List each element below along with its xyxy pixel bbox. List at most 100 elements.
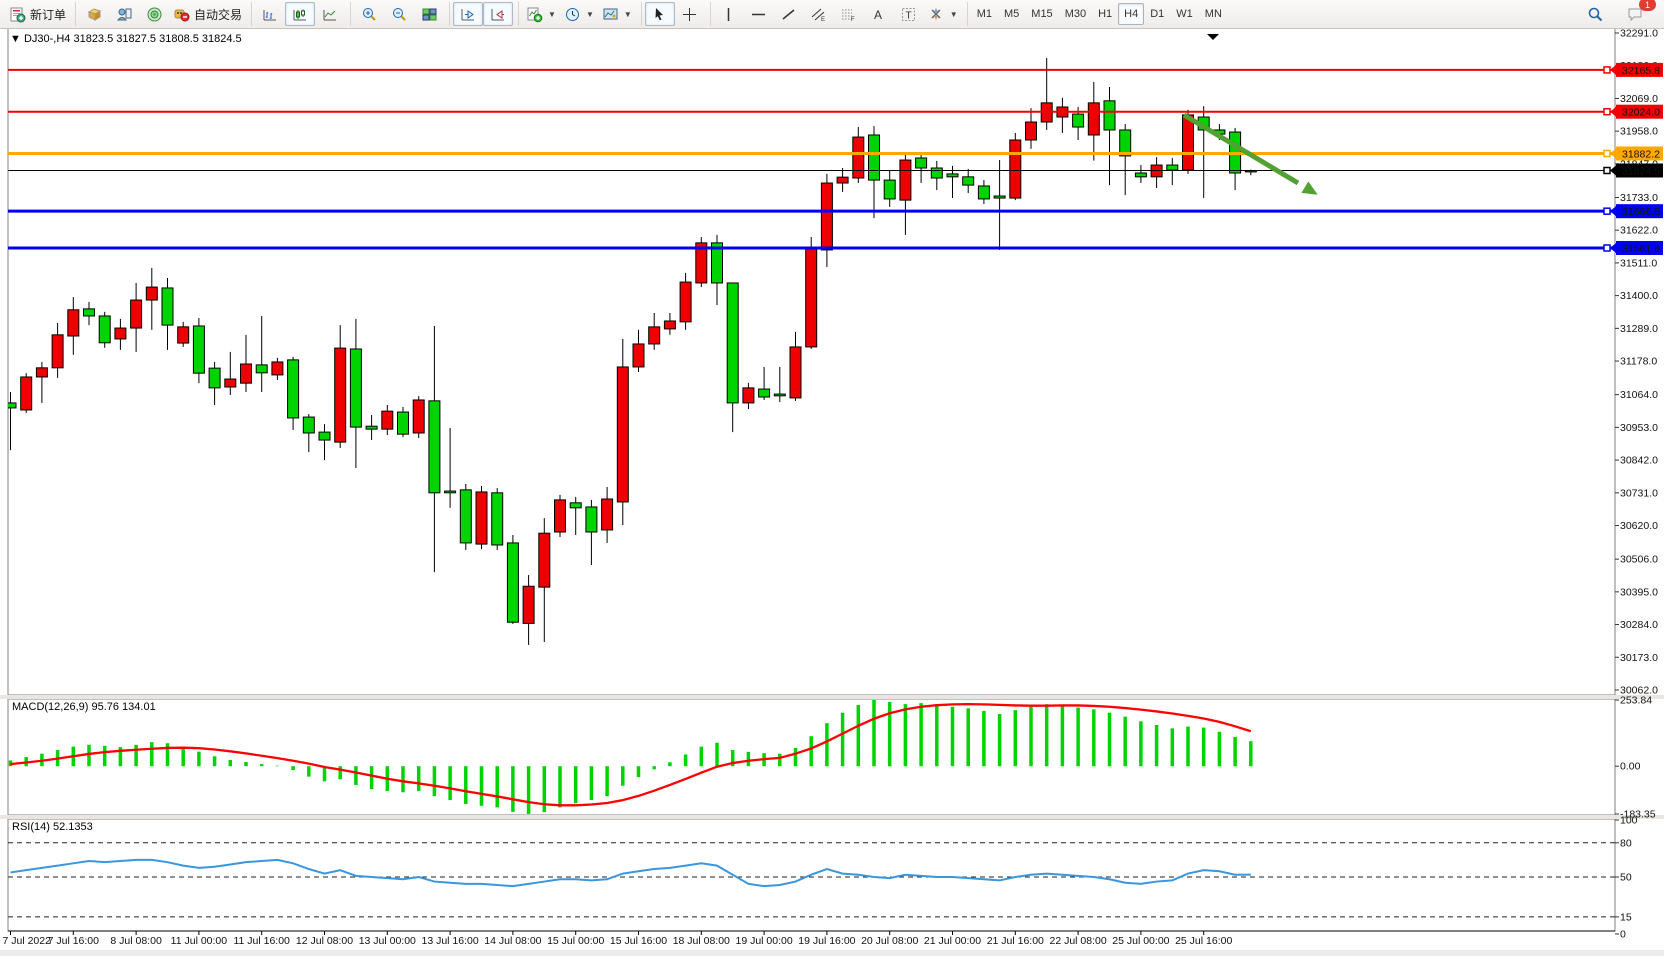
candle-body-up (334, 347, 347, 443)
trend-arrow-head[interactable] (1301, 181, 1318, 195)
price-panel[interactable] (7, 27, 1616, 696)
line-handle[interactable] (1603, 207, 1611, 215)
price-badge-arrow (1610, 242, 1616, 253)
timeframe-d1[interactable]: D1 (1150, 8, 1165, 20)
profiles-icon (116, 8, 132, 20)
bar-chart-button[interactable] (255, 2, 285, 26)
line-handle[interactable] (1603, 166, 1611, 175)
line-handle[interactable] (1603, 107, 1611, 116)
periods-button[interactable]: ▼ (560, 2, 598, 26)
toolbar-group-insert: ▼ ▼ ▼ (518, 2, 639, 26)
chevron-down-icon[interactable]: ▼ (585, 9, 594, 19)
candle-body-down (83, 308, 95, 317)
price-tick-label: 32069.0 (1620, 93, 1658, 105)
candle-body-up (601, 498, 614, 531)
panel-splitter[interactable] (0, 815, 1664, 819)
depth-of-market-button[interactable] (79, 2, 109, 26)
line-chart-button[interactable] (315, 2, 345, 26)
template-icon (603, 8, 618, 19)
candle-body-down (8, 402, 17, 409)
date-label: 15 Jul 00:00 (547, 935, 604, 947)
candle-body-down (161, 287, 174, 326)
textT-icon: T (902, 7, 916, 21)
line-handle[interactable] (1603, 149, 1611, 158)
date-label: 21 Jul 16:00 (987, 935, 1044, 947)
equidistant-channel-button[interactable]: E (804, 2, 834, 26)
candle-body-down (1103, 100, 1116, 131)
text-label-button[interactable]: T (894, 2, 924, 26)
channel-icon: E (811, 8, 825, 23)
candle-body-down (444, 490, 457, 494)
candle-body-up (67, 309, 80, 337)
trendline-button[interactable] (774, 2, 804, 26)
price-badge-arrow (1610, 148, 1616, 159)
candle-body-down (868, 134, 880, 181)
line-handle[interactable] (1603, 244, 1611, 252)
candle-body-up (51, 334, 64, 369)
indicators-button[interactable]: ▼ (522, 2, 560, 26)
chart-shift-button[interactable] (483, 2, 514, 26)
candlestick-chart-button[interactable] (285, 2, 316, 26)
candle-body-down (365, 425, 378, 430)
candle-body-up (538, 532, 551, 588)
cursor-button[interactable] (644, 2, 675, 26)
date-label: 8 Jul 08:00 (110, 935, 162, 947)
auto-trading-button[interactable]: 自动交易 (169, 2, 246, 26)
price-chart[interactable]: 32291.032180.032069.031958.031847.031733… (0, 27, 1664, 956)
date-label: 7 Jul 2022 (3, 935, 52, 947)
signals-button[interactable] (139, 2, 169, 26)
timeframe-m30[interactable]: M30 (1064, 8, 1087, 20)
chart-shift-marker[interactable] (1207, 34, 1219, 40)
tile-windows-button[interactable] (414, 2, 444, 26)
shapes-button[interactable]: ▼ (924, 2, 962, 26)
fibonacci-button[interactable]: F (834, 2, 864, 26)
neworder-icon (10, 7, 26, 22)
timeframe-w1[interactable]: W1 (1176, 8, 1193, 20)
panel-splitter[interactable] (0, 695, 1664, 699)
timeframe-mn[interactable]: MN (1204, 8, 1222, 20)
candle-body-down (428, 400, 441, 494)
timeframe-h4[interactable]: H4 (1118, 3, 1145, 25)
crosshair-button[interactable] (675, 2, 705, 26)
notifications-button[interactable]: 1 (1620, 0, 1656, 26)
candle-body-down (208, 367, 221, 389)
rsi-tick-label: 15 (1620, 911, 1632, 923)
horizontal-line-button[interactable] (744, 2, 774, 26)
vertical-line-button[interactable] (714, 2, 744, 26)
candle-body-down (915, 157, 928, 169)
price-tick-label: 31400.0 (1620, 290, 1658, 302)
chevron-down-icon[interactable]: ▼ (949, 9, 958, 19)
candle-body-down (946, 173, 959, 178)
search-icon (1588, 7, 1602, 21)
candle-body-up (805, 248, 818, 348)
chevron-down-icon[interactable]: ▼ (548, 9, 556, 19)
price-badge-arrow (1610, 106, 1616, 117)
timeframe-h1[interactable]: H1 (1098, 8, 1113, 20)
goldbox-icon (87, 7, 101, 21)
bottom-edge (0, 950, 1664, 956)
search-button[interactable] (1580, 2, 1610, 26)
zoom-out-button[interactable] (384, 2, 414, 26)
profiles-button[interactable] (109, 2, 139, 26)
autotrade-icon (174, 9, 190, 21)
chart-area[interactable]: 32291.032180.032069.031958.031847.031733… (0, 27, 1664, 956)
text-button[interactable]: A (864, 2, 894, 26)
candle-body-down (491, 492, 504, 546)
candle-body-down (1134, 172, 1147, 178)
auto-scroll-button[interactable] (453, 2, 484, 26)
timeframe-m15[interactable]: M15 (1031, 8, 1053, 20)
line-handle[interactable] (1603, 66, 1611, 74)
trend-arrow-line[interactable] (1182, 112, 1300, 186)
candle-body-down (993, 195, 1006, 199)
price-tick-label: 31622.0 (1620, 225, 1658, 237)
candle-body-up (114, 327, 127, 340)
templates-button[interactable]: ▼ (598, 2, 636, 26)
chevron-down-icon[interactable]: ▼ (623, 9, 632, 19)
date-label: 13 Jul 16:00 (421, 935, 478, 947)
timeframe-m5[interactable]: M5 (1004, 8, 1020, 20)
new-order-button[interactable]: 新订单 (5, 2, 70, 26)
candle-body-down (726, 282, 739, 404)
timeframe-m1[interactable]: M1 (976, 8, 992, 20)
bars-icon (263, 9, 276, 20)
zoom-in-button[interactable] (354, 2, 384, 26)
